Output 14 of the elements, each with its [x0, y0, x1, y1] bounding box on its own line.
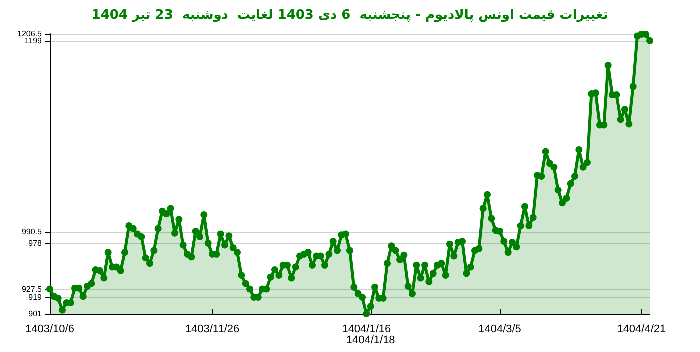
x-tick-label: 1403/11/26: [185, 324, 240, 336]
y-tick-label: 978: [28, 238, 43, 248]
x-tick-label: 1404/1/16: [342, 324, 392, 336]
x-tick-label: 1403/10/6: [26, 324, 74, 336]
x-tick-label: 1404/1/18: [346, 334, 396, 346]
x-tick-label: 1404/3/5: [478, 324, 522, 336]
y-tick-label: 990.5: [22, 227, 43, 236]
y-tick-label: 901: [28, 310, 43, 318]
x-tick-label: 1404/4/21: [617, 324, 666, 336]
y-tick-label: 919: [28, 293, 43, 302]
y-tick-label: 1206.5: [18, 30, 43, 38]
y-tick-label: 1199: [24, 36, 43, 46]
y-tick-label: 927.5: [22, 285, 43, 294]
chart-title: تغییرات قیمت اونس پالادیوم - پنجشنبه 6 دی 1403 لغایت دوشنبه 23 تیر 1404: [92, 8, 608, 23]
